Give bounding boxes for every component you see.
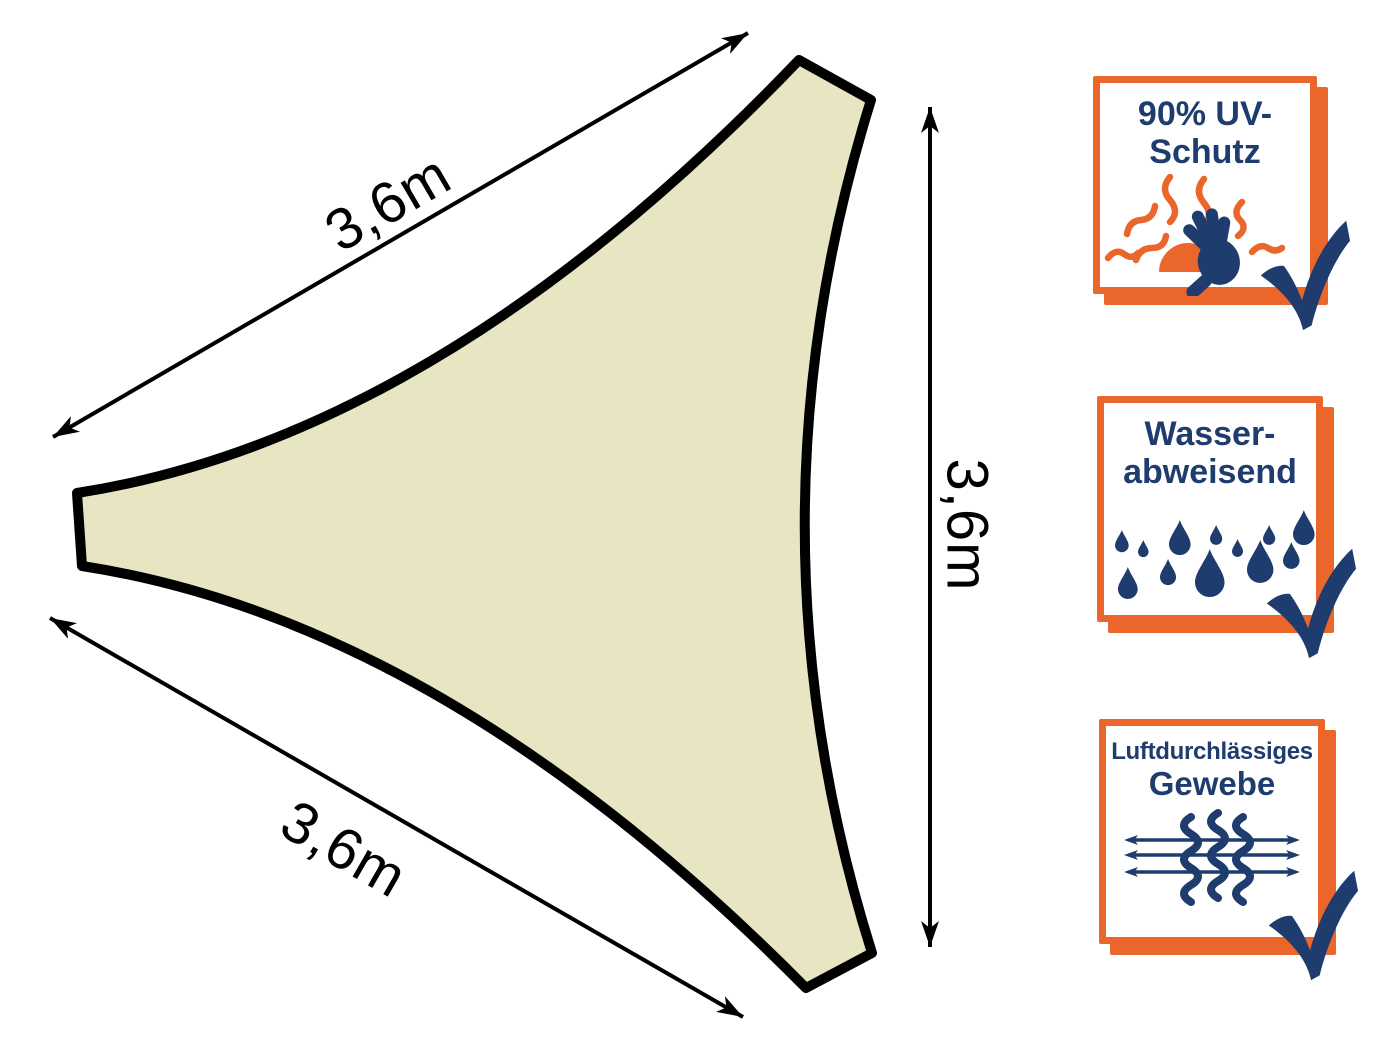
fabric-waves — [1184, 813, 1250, 902]
badge-title-line1: Wasser- — [1144, 415, 1276, 453]
badge-title-line1: 90% UV- — [1137, 95, 1273, 133]
dimension-label-right: 3,6m — [935, 459, 1000, 592]
checkmark-icon — [1260, 220, 1351, 331]
arrowhead-icon — [48, 416, 80, 445]
airflow-icon — [1124, 804, 1300, 912]
hand-icon — [1183, 208, 1240, 296]
badge-title: Wasser- abweisend — [1104, 415, 1316, 492]
dimension-line-bottom-left — [49, 616, 744, 1019]
arrowhead-icon — [721, 25, 753, 54]
badge-title: Luftdurchlässiges Gewebe — [1106, 738, 1318, 802]
feature-badge-air: Luftdurchlässiges Gewebe — [1099, 719, 1359, 981]
shade-sail-diagram: 3,6m 3,6m 3,6m — [45, 25, 1000, 1025]
dimension-right: 3,6m — [921, 107, 1000, 947]
uv-sun-hand-icon — [1104, 173, 1286, 296]
checkmark-icon — [1268, 870, 1359, 981]
feature-badge-uv: 90% UV- Schutz — [1093, 76, 1351, 331]
dimension-label-top-left: 3,6m — [314, 141, 462, 264]
shade-sail-shape — [72, 55, 877, 993]
badge-title-line1: Luftdurchlässiges — [1111, 738, 1313, 765]
feature-badge-water: Wasser- abweisend — [1097, 396, 1357, 659]
badge-title: 90% UV- Schutz — [1100, 95, 1310, 172]
dimension-label-bottom-left: 3,6m — [270, 788, 418, 911]
badge-title-line2: Gewebe — [1148, 765, 1276, 803]
badge-title-line2: Schutz — [1149, 133, 1261, 172]
checkmark-icon — [1266, 548, 1357, 659]
arrowhead-icon — [715, 996, 748, 1025]
badge-title-line2: abweisend — [1123, 453, 1297, 492]
sun-rays — [1104, 173, 1286, 264]
dimension-line-top-left — [51, 31, 750, 439]
arrowhead-icon — [45, 610, 78, 639]
